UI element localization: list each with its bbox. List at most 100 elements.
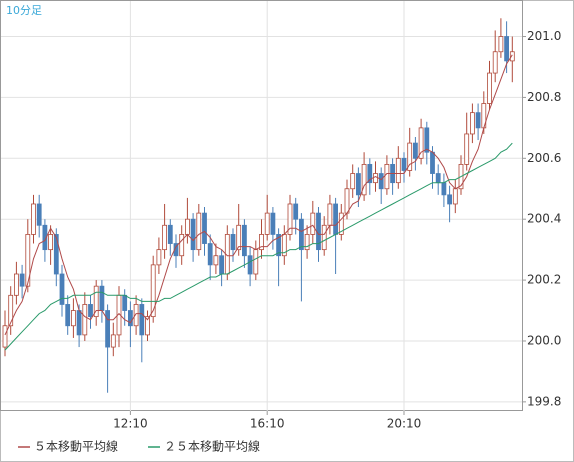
- candle-body: [412, 142, 418, 159]
- candle-body: [202, 212, 207, 244]
- candle-body: [207, 243, 213, 266]
- candle-body: [504, 36, 510, 62]
- candle-body: [219, 255, 225, 275]
- candle-body: [99, 285, 105, 311]
- candle-body: [469, 112, 475, 135]
- candle-body: [407, 142, 413, 171]
- candle-body: [162, 224, 168, 251]
- candle-body: [8, 294, 14, 327]
- candle-body: [276, 234, 282, 257]
- candle-body: [498, 36, 504, 53]
- candle-body: [395, 157, 401, 184]
- candle-body: [464, 133, 470, 165]
- candle-body: [150, 264, 156, 318]
- y-tick-label: 199.8: [527, 394, 561, 408]
- x-tick-label: 16:10: [250, 417, 285, 431]
- candle-body: [88, 304, 93, 318]
- candle-body: [338, 212, 344, 235]
- candle-body: [270, 212, 276, 235]
- candle-body: [264, 212, 270, 235]
- y-tick-label: 200.8: [527, 90, 561, 104]
- candle-body: [31, 203, 36, 235]
- candle-body: [452, 188, 458, 205]
- candle-body: [236, 224, 242, 251]
- y-tick-label: 201.0: [527, 29, 561, 43]
- candle-body: [435, 173, 441, 184]
- candle-body: [230, 234, 236, 251]
- candle-body: [173, 243, 179, 257]
- candle-body: [253, 249, 259, 275]
- candle-body: [430, 151, 435, 174]
- candle-body: [110, 334, 116, 348]
- candle-body: [293, 203, 299, 220]
- candle-body: [13, 273, 19, 296]
- candle-body: [127, 310, 133, 327]
- candle-body: [196, 212, 202, 251]
- candle-body: [145, 316, 150, 336]
- y-tick-label: 200.4: [527, 212, 561, 226]
- candle-body: [350, 173, 356, 190]
- candle-body: [167, 224, 173, 244]
- candle-body: [424, 127, 430, 153]
- candle-body: [179, 234, 185, 257]
- candle-body: [321, 224, 327, 251]
- candle-body: [418, 127, 424, 159]
- candle-body: [355, 173, 361, 196]
- plot-area: [0, 0, 523, 411]
- candle-body: [65, 304, 71, 327]
- candle-body: [156, 249, 162, 266]
- candle-body: [367, 163, 373, 184]
- legend-label: ２５本移動平均線: [164, 439, 260, 454]
- candle-body: [287, 203, 293, 235]
- candle-body: [492, 51, 498, 74]
- candle-body: [25, 234, 31, 287]
- candle-body: [53, 234, 59, 275]
- candle-body: [487, 72, 492, 104]
- candle-body: [441, 182, 447, 196]
- y-tick-label: 200.6: [527, 151, 561, 165]
- candle-body: [59, 273, 65, 305]
- candle-body: [213, 255, 219, 266]
- candle-body: [241, 224, 247, 257]
- candle-body: [447, 194, 453, 205]
- x-tick-label: 12:10: [113, 417, 148, 431]
- y-tick-label: 200.2: [527, 273, 561, 287]
- y-tick-label: 200.0: [527, 333, 561, 347]
- candle-body: [304, 234, 310, 251]
- candle-body: [76, 310, 82, 336]
- legend-label: ５本移動平均線: [34, 439, 118, 454]
- candle-body: [333, 203, 339, 235]
- candle-body: [259, 234, 264, 251]
- candle-body: [184, 218, 190, 235]
- candle-body: [71, 310, 76, 327]
- candle-body: [298, 218, 304, 251]
- candle-body: [475, 112, 481, 129]
- candle-body: [509, 51, 515, 62]
- candle-body: [139, 304, 145, 336]
- candle-body: [42, 224, 48, 251]
- candle-body: [378, 173, 384, 190]
- candle-body: [82, 304, 88, 336]
- moving-average-line: [4, 54, 513, 336]
- candle-body: [19, 273, 25, 287]
- candle-body: [327, 203, 333, 226]
- candle-body: [310, 212, 316, 235]
- candle-body: [247, 255, 253, 275]
- candle-body: [105, 310, 110, 348]
- candle-body: [133, 304, 139, 327]
- candle-body: [344, 188, 350, 214]
- candle-body: [36, 203, 42, 226]
- timeframe-label: 10分足: [6, 4, 42, 17]
- candle-body: [401, 157, 407, 171]
- moving-average-line: [4, 142, 513, 351]
- candle-body: [361, 163, 367, 196]
- candle-body: [384, 163, 390, 190]
- candle-body: [2, 325, 8, 348]
- candle-body: [373, 173, 378, 184]
- x-tick-label: 20:10: [387, 417, 422, 431]
- candle-body: [190, 218, 196, 251]
- candle-body: [122, 294, 128, 311]
- candle-body: [48, 234, 53, 251]
- candle-body: [93, 285, 99, 318]
